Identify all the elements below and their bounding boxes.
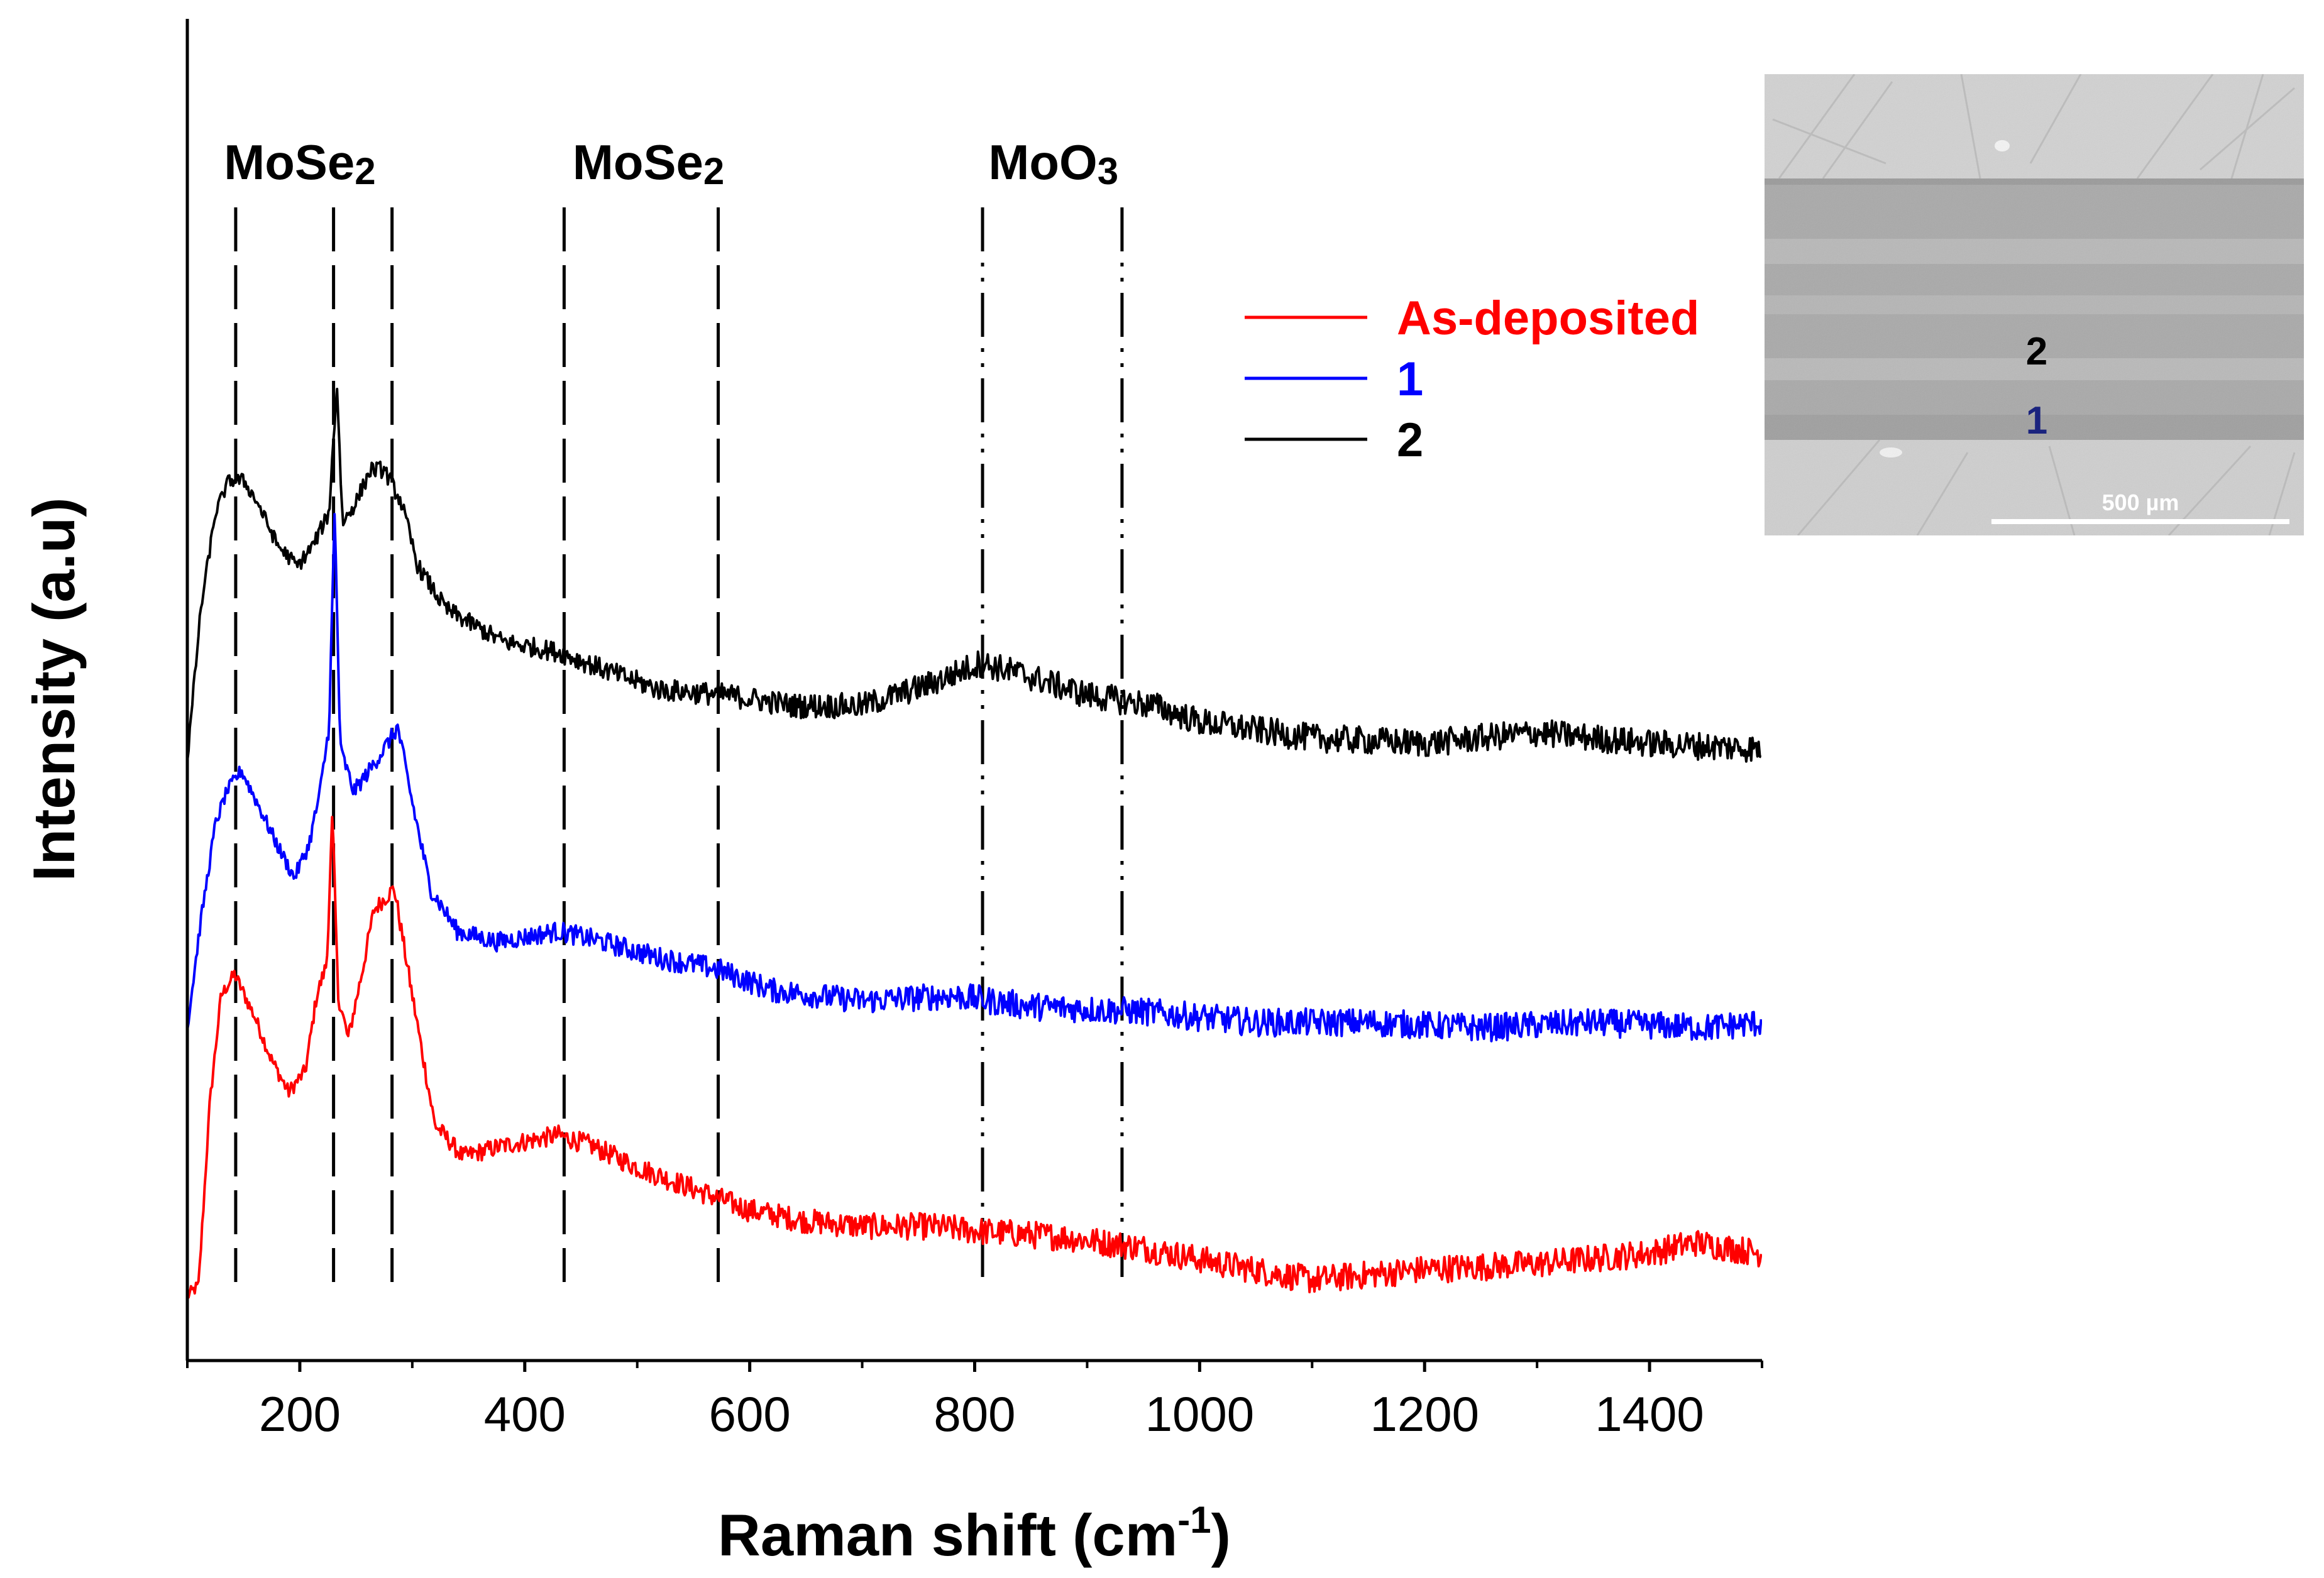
x-tick-label: 1400 — [1595, 1386, 1704, 1442]
legend: As-deposited 1 2 — [1245, 292, 1699, 467]
scale-bar-label: 500 µm — [2102, 490, 2179, 515]
spectra — [187, 388, 1762, 1299]
legend-label: 2 — [1397, 414, 1423, 467]
scale-bar — [1991, 519, 2289, 524]
legend-label: As-deposited — [1397, 292, 1699, 345]
inset-label-1: 1 — [2026, 399, 2047, 442]
x-tick-label: 400 — [484, 1386, 566, 1442]
y-axis-label: Intensity (a.u) — [21, 497, 87, 881]
x-tick-label: 800 — [933, 1386, 1015, 1442]
inset-sem-image: 2 1 500 µm — [1765, 74, 2304, 535]
reference-lines — [234, 207, 1124, 1282]
peak-annotation: MoO3 — [988, 134, 1118, 192]
legend-label: 1 — [1397, 353, 1423, 406]
series-line-1 — [187, 513, 1762, 1043]
x-tick-label: 1200 — [1370, 1386, 1479, 1442]
x-tick-label: 1000 — [1145, 1386, 1255, 1442]
inset-label-2: 2 — [2026, 330, 2047, 373]
series-line-2 — [187, 388, 1762, 763]
peak-annotations: MoSe2 MoSe2 MoO3 — [224, 134, 1118, 192]
peak-annotation: MoSe2 — [224, 134, 375, 192]
x-tick-label: 600 — [709, 1386, 791, 1442]
series-line-as-deposited — [187, 816, 1762, 1299]
x-axis-label: Raman shift (cm-1) — [718, 1499, 1231, 1568]
peak-annotation: MoSe2 — [573, 134, 724, 192]
x-ticks: 200 400 600 800 1000 1200 1400 — [186, 1361, 1763, 1442]
x-tick-label: 200 — [259, 1386, 341, 1442]
